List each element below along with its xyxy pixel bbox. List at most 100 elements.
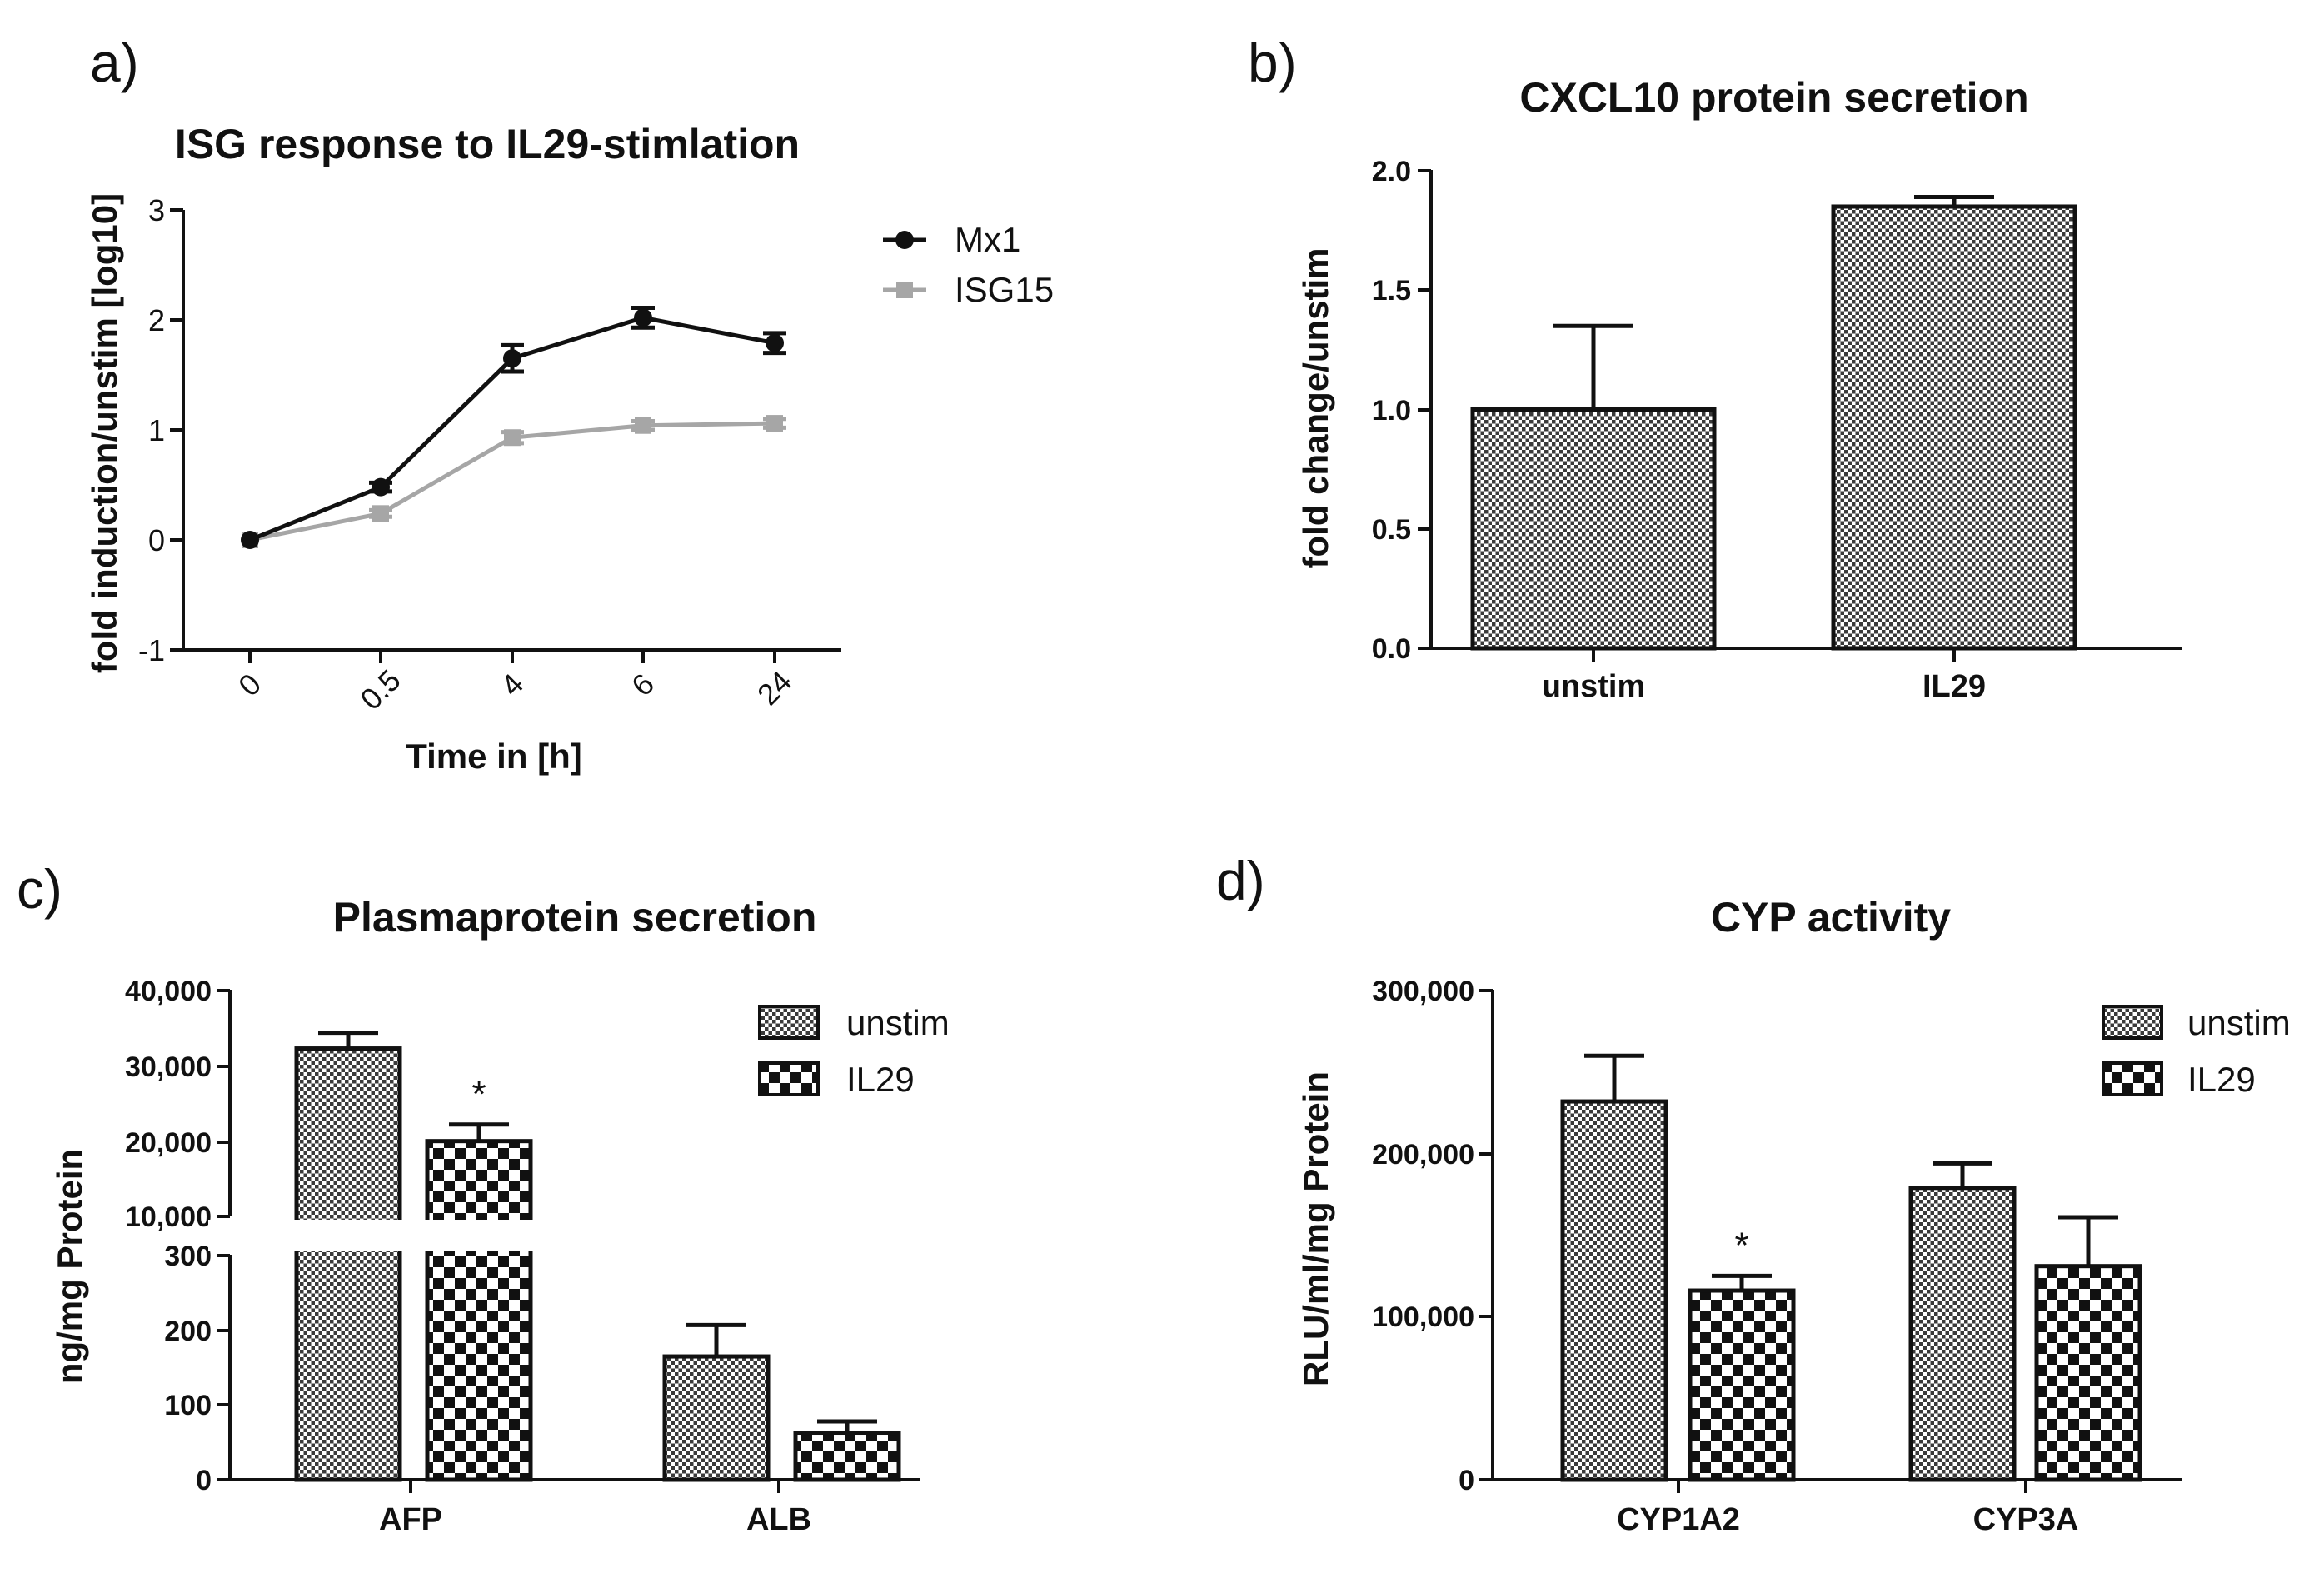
legend-marker-mx1 <box>895 231 914 249</box>
data-point-isg15 <box>766 415 783 432</box>
panel-c-legend: unstim IL29 <box>758 1003 950 1099</box>
data-point-mx1 <box>503 349 521 368</box>
panel-a-x-axis: 0 0.5 4 6 24 <box>182 648 841 717</box>
panel-d-y-axis: 300,000 200,000 100,000 0 <box>1372 976 1494 1496</box>
panel-c-letter: c) <box>17 858 62 920</box>
panel-a-x-tick-label: 24 <box>751 664 798 712</box>
bar-afp-unstim <box>294 1046 402 1482</box>
data-point-mx1 <box>766 333 784 352</box>
significance-marker: * <box>1734 1225 1748 1266</box>
panel-d: d) CYP activity RLU/ml/mg Protein 300,00… <box>1216 850 2291 1537</box>
panel-a-legend: Mx1 ISG15 <box>883 220 1054 309</box>
legend-label-isg15: ISG15 <box>955 270 1054 309</box>
panel-d-y-tick-label: 100,000 <box>1372 1301 1474 1333</box>
panel-a-x-tick-label: 6 <box>625 667 661 702</box>
panel-b-y-axis-title: fold change/unstim <box>1296 247 1335 568</box>
panel-a-x-axis-title: Time in [h] <box>406 737 582 776</box>
data-point-mx1 <box>241 531 259 549</box>
panel-c-y-tick-label: 30,000 <box>125 1051 212 1083</box>
panel-c-x-tick-label: ALB <box>746 1502 811 1537</box>
panel-b-x-tick-label: IL29 <box>1923 669 1986 704</box>
data-point-mx1 <box>372 477 390 497</box>
panel-c-y-tick-label: 300 <box>164 1241 212 1272</box>
panel-d-letter: d) <box>1216 850 1265 911</box>
panel-b: b) CXCL10 protein secretion fold change/… <box>1248 32 2182 704</box>
data-point-mx1 <box>634 308 652 327</box>
legend-item-unstim: unstim <box>2102 1003 2291 1042</box>
panel-d-x-tick-label: CYP3A <box>1973 1502 2079 1537</box>
panel-c-title: Plasmaprotein secretion <box>333 894 817 941</box>
panel-c-y-tick-label: 100 <box>164 1390 212 1421</box>
panel-c-y-tick-label: 20,000 <box>125 1127 212 1159</box>
panel-c-x-axis: AFP ALB <box>228 1478 920 1537</box>
legend-swatch-il29 <box>2102 1061 2163 1096</box>
legend-marker-isg15 <box>896 282 913 298</box>
panel-d-y-tick-label: 300,000 <box>1372 976 1474 1007</box>
bar-alb-unstim <box>662 1354 771 1482</box>
panel-b-x-axis: unstim IL29 <box>1429 647 2182 704</box>
panel-b-y-tick-label: 0.5 <box>1372 514 1411 546</box>
panel-b-title: CXCL10 protein secretion <box>1519 74 2028 121</box>
panel-a: a) ISG response to IL29-stimlation fold … <box>85 32 1054 776</box>
legend-item-mx1: Mx1 <box>883 220 1020 259</box>
panel-a-y-tick-label: 2 <box>148 303 165 337</box>
legend-swatch-unstim <box>2102 1005 2163 1040</box>
panel-d-y-axis-title: RLU/ml/mg Protein <box>1296 1071 1335 1386</box>
panel-b-letter: b) <box>1248 32 1297 93</box>
panel-b-y-tick-label: 0.0 <box>1372 633 1411 665</box>
significance-marker: * <box>471 1074 486 1115</box>
panel-d-x-axis: CYP1A2 CYP3A <box>1491 1478 2182 1537</box>
legend-label-il29: IL29 <box>2187 1060 2256 1099</box>
legend-item-il29: IL29 <box>758 1060 915 1099</box>
panel-a-y-tick-label: 1 <box>148 413 165 447</box>
panel-b-y-tick-label: 1.5 <box>1372 275 1411 307</box>
panel-c-axis-break-gap <box>208 1220 558 1251</box>
legend-label-il29: IL29 <box>846 1060 915 1099</box>
panel-c-plot-area: * <box>294 1031 901 1482</box>
panel-a-x-tick-label: 0 <box>232 667 267 702</box>
panel-d-title: CYP activity <box>1711 894 1951 941</box>
bar-cyp1a2-il29 <box>1688 1288 1796 1482</box>
bar-alb-il29 <box>793 1431 901 1482</box>
panel-a-y-axis-title: fold induction/unstim [log10] <box>85 193 124 673</box>
data-point-isg15 <box>372 505 389 522</box>
panel-b-plot-area <box>1470 195 2077 651</box>
panel-d-legend: unstim IL29 <box>2102 1003 2291 1099</box>
legend-swatch-il29 <box>758 1061 820 1096</box>
panel-b-y-tick-label: 1.0 <box>1372 395 1411 427</box>
panel-b-y-tick-label: 2.0 <box>1372 156 1411 187</box>
legend-item-il29: IL29 <box>2102 1060 2256 1099</box>
panel-c-y-axis: 40,000 30,000 20,000 10,000 300 200 100 … <box>125 976 232 1496</box>
panel-a-title: ISG response to IL29-stimlation <box>175 121 800 167</box>
panel-a-y-tick-label: 0 <box>148 523 165 557</box>
panel-a-x-tick-label: 4 <box>494 667 530 702</box>
panel-c-y-axis-title: ng/mg Protein <box>50 1149 89 1384</box>
panel-b-y-axis: 2.0 1.5 1.0 0.5 0.0 <box>1372 156 1433 665</box>
panel-c-y-tick-label: 40,000 <box>125 976 212 1007</box>
panel-c-x-tick-label: AFP <box>379 1502 442 1537</box>
data-point-isg15 <box>504 429 521 447</box>
panel-a-letter: a) <box>90 32 139 93</box>
legend-label-mx1: Mx1 <box>955 220 1020 259</box>
legend-label-unstim: unstim <box>846 1003 950 1042</box>
panel-d-y-tick-label: 0 <box>1459 1465 1474 1496</box>
legend-item-unstim: unstim <box>758 1003 950 1042</box>
panel-a-y-tick-label: 3 <box>148 193 165 227</box>
panel-c-y-tick-label: 0 <box>196 1465 212 1496</box>
bar-unstim <box>1470 407 1717 651</box>
panel-a-plot-area <box>241 305 786 549</box>
panel-b-x-tick-label: unstim <box>1542 669 1646 704</box>
panel-a-y-tick-label: -1 <box>138 633 165 667</box>
panel-a-y-axis: 3 2 1 0 -1 <box>138 193 185 667</box>
panel-d-plot-area: * <box>1560 1053 2142 1482</box>
bar-afp-il29 <box>425 1139 533 1482</box>
bar-cyp3a-unstim <box>1908 1186 2017 1482</box>
panel-d-x-tick-label: CYP1A2 <box>1617 1502 1740 1537</box>
panel-c: c) Plasmaprotein secretion ng/mg Protein… <box>17 858 950 1537</box>
bar-cyp1a2-unstim <box>1560 1099 1668 1482</box>
bar-il29 <box>1831 204 2077 651</box>
panel-c-y-tick-label: 200 <box>164 1316 212 1347</box>
panel-c-y-tick-label: 10,000 <box>125 1201 212 1233</box>
bar-cyp3a-il29 <box>2034 1264 2142 1482</box>
